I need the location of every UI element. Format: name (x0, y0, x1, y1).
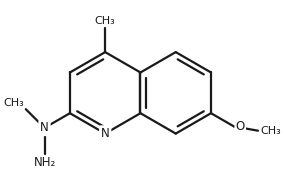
Text: CH₃: CH₃ (260, 126, 281, 136)
Text: CH₃: CH₃ (95, 16, 116, 26)
Text: CH₃: CH₃ (3, 98, 24, 108)
Text: N: N (101, 127, 110, 140)
Text: N: N (40, 121, 49, 134)
Text: O: O (235, 120, 245, 133)
Text: NH₂: NH₂ (34, 156, 56, 169)
